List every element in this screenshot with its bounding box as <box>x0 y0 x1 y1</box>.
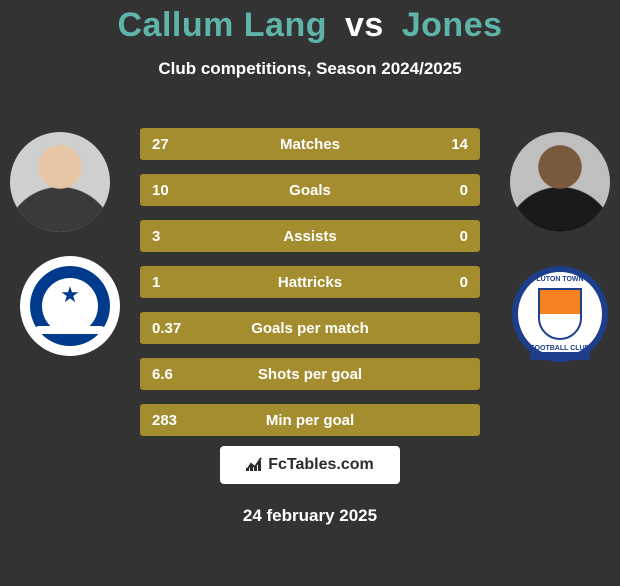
subtitle: Club competitions, Season 2024/2025 <box>0 59 620 79</box>
title-player-1: Callum Lang <box>117 6 327 44</box>
stat-label: Matches <box>140 136 480 153</box>
stat-p2-value: 0 <box>460 182 468 199</box>
site-badge[interactable]: FcTables.com <box>220 446 400 484</box>
stat-row: 6.6 Shots per goal <box>140 358 480 390</box>
stat-row: 0.37 Goals per match <box>140 312 480 344</box>
stat-label: Goals per match <box>140 320 480 337</box>
stat-row: 3 Assists 0 <box>140 220 480 252</box>
stats-table: 27 Matches 14 10 Goals 0 3 Assists 0 1 H… <box>140 128 480 450</box>
stat-row: 10 Goals 0 <box>140 174 480 206</box>
stat-label: Shots per goal <box>140 366 480 383</box>
stat-label: Assists <box>140 228 480 245</box>
site-logo-icon <box>246 457 262 474</box>
stat-row: 27 Matches 14 <box>140 128 480 160</box>
player-1-face-icon <box>10 132 110 232</box>
luton-crest-icon: LUTON TOWN FOOTBALL CLUB <box>512 266 608 362</box>
stat-p1-value: 10 <box>152 182 169 199</box>
stat-p2-value: 0 <box>460 228 468 245</box>
title-player-2: Jones <box>402 6 503 44</box>
stat-label: Min per goal <box>140 412 480 429</box>
player-1-avatar <box>10 132 110 232</box>
stat-label: Hattricks <box>140 274 480 291</box>
stat-p2-value: 0 <box>460 274 468 291</box>
page-title: Callum Lang vs Jones <box>0 6 620 45</box>
club-2-crest: LUTON TOWN FOOTBALL CLUB <box>510 264 610 364</box>
luton-ring-bottom: FOOTBALL CLUB <box>518 345 602 352</box>
stat-p2-value: 14 <box>451 136 468 153</box>
luton-ring-top: LUTON TOWN <box>518 276 602 283</box>
stat-p1-value: 0.37 <box>152 320 181 337</box>
player-2-avatar <box>510 132 610 232</box>
stat-label: Goals <box>140 182 480 199</box>
stat-p1-value: 6.6 <box>152 366 173 383</box>
stat-p1-value: 283 <box>152 412 177 429</box>
player-2-face-icon <box>510 132 610 232</box>
stat-p1-value: 1 <box>152 274 160 291</box>
stat-row: 1 Hattricks 0 <box>140 266 480 298</box>
footer-date: 24 february 2025 <box>0 506 620 526</box>
portsmouth-crest-icon: ★ <box>30 266 110 346</box>
stat-p1-value: 3 <box>152 228 160 245</box>
title-vs: vs <box>337 6 392 44</box>
site-label: FcTables.com <box>268 456 374 474</box>
club-1-crest: ★ <box>20 256 120 356</box>
stat-p1-value: 27 <box>152 136 169 153</box>
stat-row: 283 Min per goal <box>140 404 480 436</box>
